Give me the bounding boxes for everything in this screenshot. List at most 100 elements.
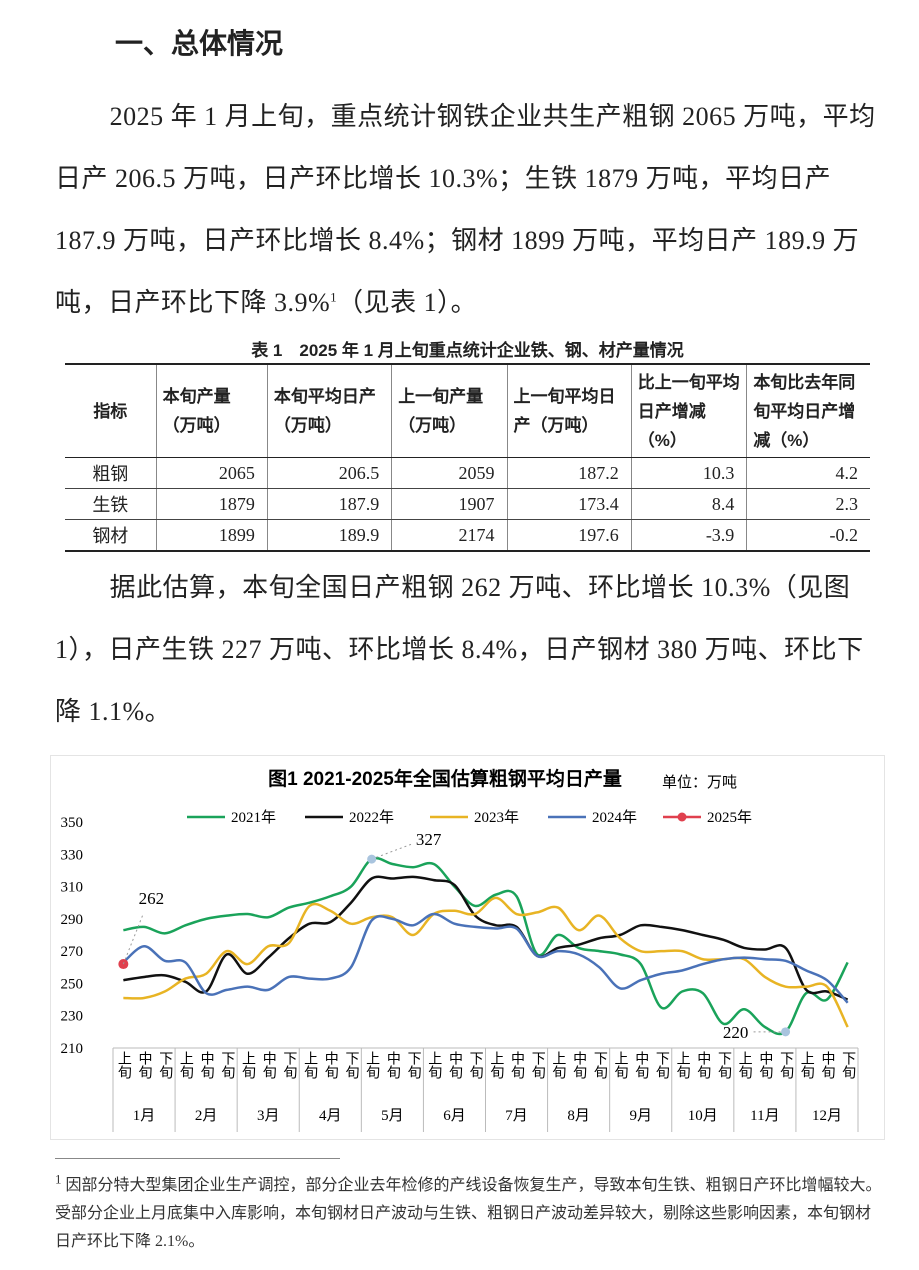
table-row: 钢材 1899 189.9 2174 197.6 -3.9 -0.2 [65,519,870,552]
highlight-point [367,854,377,864]
table-cell: 187.2 [506,457,632,489]
header-cell: 上一旬平均日产（万吨） [506,363,632,458]
header-row: 指标 本旬产量（万吨） 本旬平均日产（万吨） 上一旬产量（万吨） 上一旬平均日产（万吨）… [65,363,870,458]
legend-label: 2022年 [349,809,394,826]
legend-marker [677,812,687,822]
x-tick-label: 上旬 [240,1051,256,1080]
header-cell: 本旬比去年同旬平均日产增减（%） [746,363,870,458]
footnote-rule [55,1158,340,1159]
x-tick-label: 下旬 [840,1051,856,1080]
month-label: 10月 [688,1108,718,1124]
highlight-point [781,1027,791,1037]
table-caption: 表 1 2025 年 1 月上旬重点统计企业铁、钢、材产量情况 [251,341,684,360]
x-tick-label: 下旬 [778,1051,794,1080]
legend-label: 2023年 [474,809,519,826]
month-label: 11月 [750,1108,779,1124]
table-cell: 2059 [391,457,507,489]
x-tick-label: 上旬 [613,1051,629,1080]
y-tick-label: 250 [61,976,84,992]
month-label: 6月 [443,1108,466,1124]
table-cell: 粗钢 [65,457,157,489]
table-cell: 189.9 [266,519,392,552]
x-tick-label: 中旬 [137,1051,153,1080]
table-cell: 1907 [391,488,507,520]
x-tick-label: 上旬 [426,1051,442,1080]
y-tick-label: 230 [61,1009,84,1025]
paragraph: 2025 年 1 月上旬，重点统计钢铁企业共生产粗钢 2065 万吨，平均日产 … [55,86,887,334]
x-tick-label: 中旬 [447,1051,463,1080]
x-tick-label: 上旬 [488,1051,504,1080]
table-cell: 10.3 [630,457,747,489]
month-label: 9月 [629,1108,652,1124]
series-line [123,875,849,1001]
series-line [122,912,849,1004]
table-cell: -0.2 [746,519,870,552]
footnote-ref: 1 [330,289,338,305]
x-tick-label: 中旬 [571,1051,587,1080]
table-cell: 2.3 [746,488,870,520]
x-tick-label: 上旬 [302,1051,318,1080]
legend-label: 2021年 [231,809,276,826]
table-cell: 1899 [155,519,268,552]
x-tick-label: 中旬 [509,1051,525,1080]
month-label: 3月 [257,1108,280,1124]
table-cell: 4.2 [746,457,870,489]
x-tick-label: 上旬 [364,1051,380,1080]
month-label: 8月 [567,1108,590,1124]
header-cell: 上一旬产量（万吨） [391,363,507,458]
x-tick-label: 中旬 [819,1051,835,1080]
table-cell: -3.9 [630,519,747,552]
table-cell: 173.4 [506,488,632,520]
table-cell: 8.4 [630,488,747,520]
series-line [123,856,849,1036]
chart-unit: 单位：万吨 [662,774,737,791]
x-tick-label: 上旬 [116,1051,132,1080]
month-label: 4月 [319,1108,342,1124]
paragraph: 据此估算，本旬全国日产粗钢 262 万吨、环比增长 10.3%（见图 1），日产… [55,557,887,743]
x-tick-label: 下旬 [468,1051,484,1080]
x-tick-label: 下旬 [157,1051,173,1080]
y-tick-label: 350 [61,815,84,831]
x-tick-label: 中旬 [757,1051,773,1080]
leader-line [371,843,412,860]
text: 2025 年 1 月上旬，重点统计钢铁企业共生产粗钢 2065 万吨，平均日产 … [55,102,876,317]
footnote-marker: 1 [55,1171,62,1187]
footnote: 1 因部分特大型集团企业生产调控，部分企业去年检修的产线设备恢复生产，导致本旬生… [55,1172,885,1256]
table-cell: 2174 [391,519,507,552]
x-tick-label: 中旬 [385,1051,401,1080]
x-tick-label: 中旬 [199,1051,215,1080]
legend-label: 2024年 [592,809,637,826]
x-tick-label: 下旬 [343,1051,359,1080]
y-tick-label: 270 [61,944,84,960]
y-tick-label: 290 [61,912,84,928]
month-label: 12月 [812,1108,842,1124]
month-label: 5月 [381,1108,404,1124]
table-cell: 2065 [155,457,268,489]
x-tick-label: 下旬 [281,1051,297,1080]
x-tick-label: 上旬 [799,1051,815,1080]
x-tick-label: 中旬 [695,1051,711,1080]
x-tick-label: 中旬 [633,1051,649,1080]
x-tick-label: 下旬 [716,1051,732,1080]
table-cell: 生铁 [65,488,157,520]
chart-frame [50,755,885,1140]
header-cell: 比上一旬平均日产增减（%） [630,363,747,458]
chart-title: 图1 2021-2025年全国估算粗钢平均日产量 [268,767,622,790]
heading: 一、总体情况 [115,28,284,59]
x-tick-label: 上旬 [178,1051,194,1080]
table-cell: 钢材 [65,519,157,552]
footnote-text: 因部分特大型集团企业生产调控，部分企业去年检修的产线设备恢复生产，导致本旬生铁、… [55,1177,882,1250]
data-label: 327 [416,830,442,849]
header-cell: 本旬平均日产（万吨） [266,363,392,458]
table: 指标 本旬产量（万吨） 本旬平均日产（万吨） 上一旬产量（万吨） 上一旬平均日产（万吨）… [65,363,870,552]
month-label: 1月 [133,1108,156,1124]
table-cell: 187.9 [266,488,392,520]
table-row: 粗钢 2065 206.5 2059 187.2 10.3 4.2 [65,457,870,489]
x-tick-label: 上旬 [675,1051,691,1080]
month-label: 2月 [195,1108,218,1124]
data-label: 262 [139,889,165,908]
x-tick-label: 中旬 [323,1051,339,1080]
x-tick-label: 上旬 [550,1051,566,1080]
header-cell: 本旬产量（万吨） [155,363,268,458]
